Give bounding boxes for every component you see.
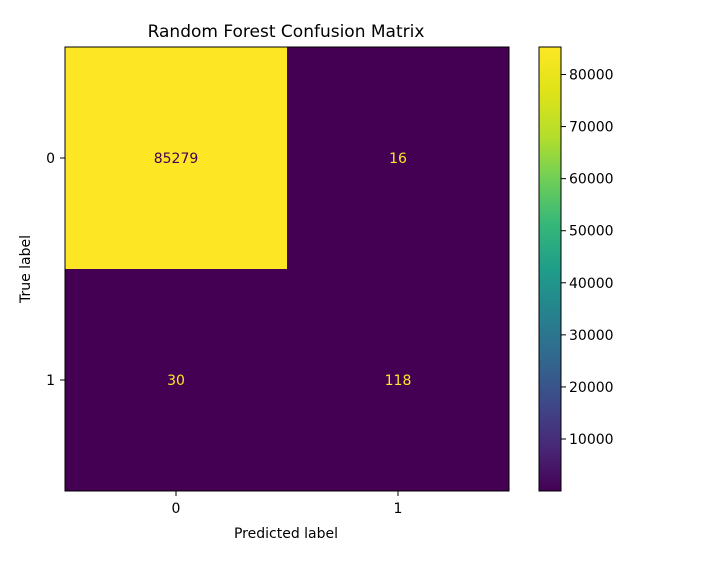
plot-frame xyxy=(64,46,510,492)
colorbar-tick-label: 30000 xyxy=(569,328,614,344)
colorbar-ticks: 10000 20000 30000 40000 50000 60000 70000 80000 xyxy=(561,67,614,448)
heatmap-cell-0-0 xyxy=(65,47,287,269)
colorbar xyxy=(538,46,562,492)
heatmap-cell-0-1 xyxy=(287,47,509,269)
cell-value-label: 30 xyxy=(167,373,185,389)
colorbar-tick-label: 40000 xyxy=(569,276,614,292)
colorbar-tick-label: 70000 xyxy=(569,120,614,136)
y-axis-ticks: 01 xyxy=(46,151,65,389)
colorbar-tick-label: 50000 xyxy=(569,224,614,240)
heatmap-cell-labels: 85279 16 30 118 xyxy=(154,151,412,389)
cell-value-label: 118 xyxy=(385,373,412,389)
heatmap-cell-1-0 xyxy=(65,269,287,491)
chart-title: Random Forest Confusion Matrix xyxy=(148,22,425,42)
x-tick-label: 0 xyxy=(172,501,181,517)
y-tick-label: 0 xyxy=(46,151,55,167)
x-tick-label: 1 xyxy=(394,501,403,517)
heatmap-cells xyxy=(65,47,509,491)
y-axis-label: True label xyxy=(18,235,34,304)
x-axis-label: Predicted label xyxy=(234,526,338,542)
heatmap-cell-1-1 xyxy=(287,269,509,491)
cell-value-label: 85279 xyxy=(154,151,199,167)
cell-value-label: 16 xyxy=(389,151,407,167)
colorbar-tick-label: 10000 xyxy=(569,432,614,448)
colorbar-tick-label: 20000 xyxy=(569,380,614,396)
y-tick-label: 1 xyxy=(46,373,55,389)
colorbar-tick-label: 60000 xyxy=(569,172,614,188)
colorbar-tick-label: 80000 xyxy=(569,67,614,83)
